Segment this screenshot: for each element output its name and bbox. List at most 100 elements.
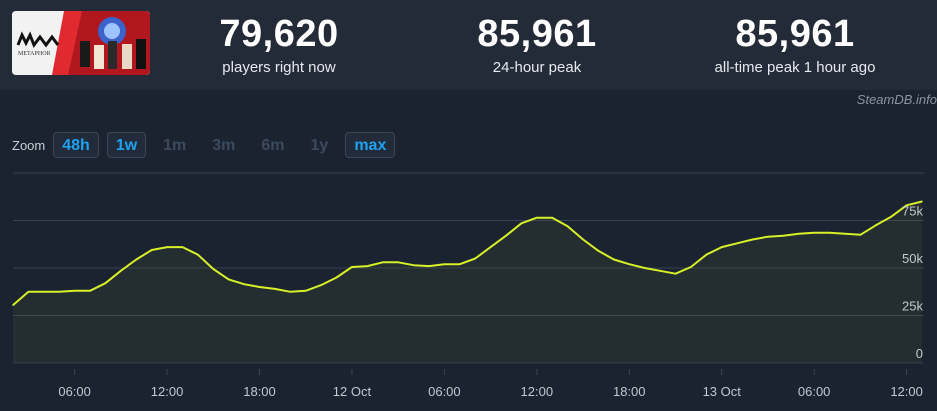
x-tick-label: 06:00 [798, 384, 831, 399]
data-point[interactable] [582, 238, 584, 241]
zoom-max-button[interactable]: max [345, 132, 396, 158]
x-tick-label: 12:00 [151, 384, 184, 399]
data-point[interactable] [289, 290, 292, 293]
x-tick-label: 18:00 [613, 384, 646, 399]
zoom-48h-button[interactable]: 48h [53, 132, 99, 158]
data-point[interactable] [489, 246, 492, 248]
all-time-peak-label: all-time peak 1 hour ago [714, 59, 876, 76]
data-point[interactable] [89, 290, 91, 292]
x-tick-label: 18:00 [243, 384, 276, 399]
x-tick-label: 12 Oct [333, 384, 372, 399]
y-tick-label: 25k [902, 299, 923, 314]
data-point[interactable] [27, 290, 30, 293]
data-point[interactable] [443, 263, 446, 265]
x-tick-label: 06:00 [58, 384, 91, 399]
data-point[interactable] [643, 267, 646, 269]
data-point[interactable] [43, 290, 45, 293]
data-point[interactable] [874, 224, 877, 227]
data-point[interactable] [690, 266, 692, 268]
zoom-label: Zoom [12, 137, 46, 153]
data-point[interactable] [104, 282, 107, 284]
player-count-series-line [12, 200, 923, 306]
x-tick-label: 12:00 [890, 384, 923, 399]
data-point[interactable] [274, 288, 276, 290]
data-point[interactable] [859, 233, 862, 236]
data-point[interactable] [135, 258, 138, 261]
data-point[interactable] [782, 234, 785, 237]
current-players-value: 79,620 [219, 13, 339, 55]
data-point[interactable] [474, 257, 477, 260]
data-point[interactable] [844, 233, 846, 235]
svg-text:METAPHOR: METAPHOR [18, 51, 51, 57]
zoom-6m-button[interactable]: 6m [261, 137, 285, 154]
data-point[interactable] [736, 242, 738, 245]
player-count-chart[interactable]: 0 25k 50k 75k 06:00 12:00 18:00 12 Oct 06:00 12:… [0, 165, 937, 411]
data-point[interactable] [751, 238, 754, 241]
data-point[interactable] [397, 261, 399, 264]
data-point[interactable] [320, 284, 322, 286]
data-point[interactable] [197, 253, 199, 256]
peak-24h-value: 85,961 [477, 13, 597, 55]
data-point[interactable] [566, 225, 569, 227]
x-tick-label: 12:00 [521, 384, 554, 399]
peak-24h-label: 24-hour peak [492, 59, 582, 76]
data-point[interactable] [335, 276, 338, 279]
data-point[interactable] [73, 290, 76, 292]
data-point[interactable] [520, 222, 523, 225]
data-point[interactable] [150, 249, 153, 251]
y-tick-label: 0 [916, 346, 923, 361]
y-axis-tick-labels: 0 25k 50k 75k [902, 204, 923, 362]
zoom-3m-button[interactable]: 3m [212, 137, 236, 154]
x-tick-label: 13 Oct [703, 384, 742, 399]
data-point[interactable] [921, 200, 923, 203]
data-point[interactable] [813, 232, 815, 234]
data-point[interactable] [597, 250, 600, 252]
data-point[interactable] [536, 216, 538, 219]
zoom-controls: Zoom 48h 1w 1m 3m 6m 1y max [12, 131, 403, 159]
data-point[interactable] [659, 270, 661, 272]
data-point[interactable] [227, 278, 230, 281]
data-point[interactable] [366, 265, 369, 267]
steamdb-credit-link[interactable]: SteamDB.info [856, 92, 937, 107]
all-time-peak-value: 85,961 [735, 13, 855, 55]
data-point[interactable] [12, 304, 14, 306]
data-point[interactable] [212, 268, 215, 270]
chart-gridlines [13, 172, 924, 364]
data-point[interactable] [505, 234, 507, 237]
current-players-stat: 79,620 players right now [164, 12, 394, 78]
zoom-1m-button[interactable]: 1m [163, 137, 187, 154]
data-point[interactable] [674, 272, 677, 275]
data-point[interactable] [551, 216, 554, 219]
data-point[interactable] [181, 246, 184, 248]
data-point[interactable] [890, 215, 892, 218]
data-point[interactable] [166, 246, 168, 248]
game-artwork-icon: METAPHOR [12, 11, 150, 75]
x-axis-tick-labels: 06:00 12:00 18:00 12 Oct 06:00 12:00 18:00 13 O… [58, 369, 923, 399]
peak-24h-stat: 85,961 24-hour peak [422, 12, 652, 78]
data-point[interactable] [458, 263, 461, 265]
data-point[interactable] [258, 286, 261, 288]
data-point[interactable] [120, 270, 122, 272]
data-point[interactable] [351, 266, 353, 268]
data-point[interactable] [412, 264, 415, 266]
data-point[interactable] [905, 204, 908, 207]
data-point[interactable] [243, 283, 245, 285]
all-time-peak-stat: 85,961 all-time peak 1 hour ago [680, 12, 910, 78]
data-point[interactable] [58, 290, 61, 293]
data-point[interactable] [304, 290, 307, 292]
data-point[interactable] [628, 263, 631, 265]
chart-data-points [12, 200, 923, 306]
data-point[interactable] [720, 246, 723, 248]
stats-header: METAPHOR 79,620 players right now 85,961… [0, 0, 937, 90]
data-point[interactable] [828, 232, 831, 234]
zoom-1y-button[interactable]: 1y [310, 137, 329, 154]
y-tick-label: 50k [902, 251, 923, 266]
data-point[interactable] [797, 233, 800, 235]
data-point[interactable] [613, 258, 615, 261]
data-point[interactable] [381, 261, 384, 264]
zoom-1w-button[interactable]: 1w [106, 132, 147, 158]
data-point[interactable] [767, 235, 769, 238]
data-point[interactable] [705, 253, 708, 256]
game-capsule-image[interactable]: METAPHOR [12, 11, 150, 75]
data-point[interactable] [428, 265, 430, 267]
